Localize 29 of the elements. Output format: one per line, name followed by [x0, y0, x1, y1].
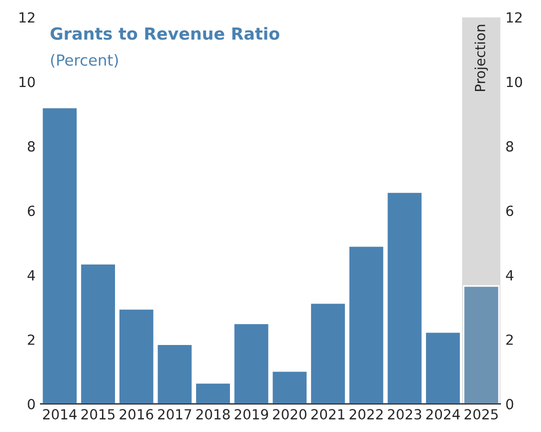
x-tick-label: 2024: [426, 409, 460, 420]
y-tick-label: 8: [28, 141, 35, 152]
y-tick-label: 10: [20, 76, 35, 88]
x-tick-label: 2017: [158, 409, 192, 420]
x-tick-label: 2019: [234, 409, 268, 420]
x-tick-label: 2021: [311, 409, 344, 420]
band-label: Projection: [474, 24, 488, 92]
y-tick-label: 4: [28, 270, 35, 280]
y2-tick-label: 12: [506, 12, 522, 23]
y2-tick-label: 2: [506, 334, 513, 345]
x-tick-label: 2020: [273, 409, 306, 420]
y-tick-label: 6: [28, 206, 35, 216]
x-tick-label: 2016: [120, 409, 154, 420]
y-tick-label: 0: [28, 398, 35, 410]
x-tick-label: 2023: [388, 409, 422, 420]
x-tick-label: 2022: [350, 409, 383, 420]
x-tick-label: 2018: [196, 409, 230, 420]
x-tick-label: 2014: [43, 409, 77, 420]
x-tick-label: 2015: [81, 409, 115, 420]
chart-title: Grants to Revenue Ratio: [50, 26, 280, 40]
text: (Percent): [51, 54, 118, 68]
y2-tick-label: 10: [506, 76, 522, 88]
y2-tick-label: 6: [506, 206, 514, 216]
y2-tick-label: 0: [506, 398, 514, 410]
y-tick-label: 2: [28, 334, 34, 345]
x-tick-label: 2025: [464, 409, 498, 420]
y-tick-label: 12: [20, 12, 34, 23]
y2-tick-label: 8: [506, 141, 514, 152]
y2-tick-label: 4: [506, 270, 514, 280]
